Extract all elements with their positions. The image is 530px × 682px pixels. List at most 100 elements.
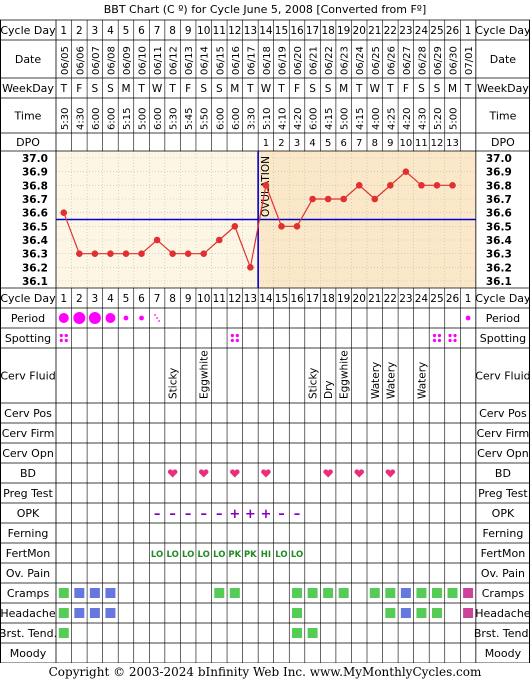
dpo-cell: 9 [387, 138, 393, 149]
weekday-cell: T [168, 83, 176, 95]
row-label-right-brst-tend: Brst. Tend. [474, 627, 530, 640]
weekday-cell: T [355, 83, 363, 95]
row-label-left-preg-test: Preg Test [3, 487, 53, 500]
temperature-point [169, 250, 176, 257]
date-cell: 06/12 [169, 46, 180, 75]
cerv-fluid-cell: Sticky [308, 368, 320, 399]
spotting-dot [448, 333, 452, 338]
row-label-right-dpo: DPO [491, 136, 515, 149]
weekday-cell: S [434, 83, 441, 95]
date-cell: 06/28 [417, 46, 428, 75]
temperature-point [355, 182, 363, 189]
temperature-point [247, 264, 254, 271]
date-cell: 06/15 [215, 46, 226, 75]
spotting-dot [64, 338, 68, 343]
cycle-day-cell: 3 [92, 25, 99, 37]
period-spot-dot [154, 314, 156, 316]
time-cell: 4:30 [417, 108, 428, 130]
time-cell: 6:00 [309, 108, 320, 130]
cycle-day-cell: 5 [123, 25, 130, 37]
time-cell: 5:15 [122, 108, 133, 130]
cycle-day-cell: 13 [244, 25, 257, 37]
y-tick-label-left: 36.3 [22, 249, 48, 261]
brst-tend-marker [292, 628, 303, 638]
spotting-dot [230, 338, 234, 343]
time-cell: 5:10 [262, 108, 273, 130]
temperature-point [215, 236, 223, 244]
time-cell: 4:00 [371, 108, 382, 130]
time-cell: 4:30 [75, 108, 86, 130]
time-cell: 5:00 [138, 108, 149, 130]
brst-tend-marker [307, 628, 318, 638]
brst-tend-marker [58, 628, 69, 638]
cycle-day-cell: 11 [213, 25, 226, 37]
time-cell: 6:00 [91, 108, 102, 130]
cycle-day-cell: 4 [107, 293, 114, 305]
weekday-cell: F [185, 83, 191, 95]
cycle-day-cell: 19 [337, 293, 350, 305]
period-dot [465, 315, 471, 321]
cycle-day-cell: 9 [185, 25, 192, 37]
row-label-right-ov-pain: Ov. Pain [481, 567, 525, 580]
date-cell: 06/11 [153, 46, 164, 75]
date-cell: 06/29 [433, 46, 444, 75]
temperature-point [76, 250, 83, 257]
date-cell: 06/17 [246, 46, 257, 75]
weekday-cell: F [294, 83, 300, 95]
bd-heart-icon [167, 469, 178, 478]
cramps-marker [416, 588, 427, 598]
row-label-right-cerv-opn: Cerv Opn [477, 447, 529, 460]
row-label-right-preg-test: Preg Test [478, 487, 528, 500]
fertmon-cell: HI [261, 550, 271, 560]
temperature-point [418, 182, 425, 189]
temperature-point [402, 168, 410, 175]
weekday-cell: S [107, 83, 114, 95]
temperature-point [231, 223, 239, 230]
weekday-cell: T [137, 83, 145, 95]
row-label-left-cycle-day: Cycle Day [0, 24, 56, 37]
cycle-day-cell: 25 [430, 293, 443, 305]
dpo-cell: 7 [356, 138, 362, 149]
cramps-marker [463, 588, 474, 598]
row-label-left-period: Period [11, 312, 45, 325]
cramps-marker [369, 588, 380, 598]
row-label-left-ferning: Ferning [8, 527, 49, 540]
bd-heart-icon [385, 469, 396, 478]
spotting-dot [437, 333, 442, 338]
weekday-cell: M [448, 83, 457, 95]
weekday-cell: W [370, 83, 381, 95]
fertmon-cell: LO [151, 550, 163, 560]
weekday-cell: S [418, 83, 425, 95]
period-dot [88, 312, 101, 324]
y-tick-label-right: 36.1 [486, 276, 512, 288]
bd-heart-icon [261, 469, 271, 478]
date-cell: 06/21 [309, 46, 320, 75]
time-cell: 4:15 [355, 108, 366, 130]
opk-cell: + [245, 507, 256, 522]
spotting-dot [453, 333, 457, 338]
temperature-point [324, 195, 332, 203]
cycle-day-cell: 15 [275, 25, 288, 37]
row-label-right-opk: OPK [492, 507, 515, 520]
cycle-day-cell: 26 [446, 25, 460, 37]
time-cell: 6:00 [153, 108, 164, 130]
cramps-marker [89, 588, 100, 598]
cycle-day-cell: 21 [368, 293, 381, 305]
y-tick-label-left: 36.9 [22, 167, 48, 179]
fertmon-cell: LO [182, 550, 194, 560]
temperature-point [449, 182, 456, 189]
cycle-day-cell: 26 [446, 293, 460, 305]
y-tick-label-left: 36.4 [22, 235, 48, 247]
dpo-cell: 8 [372, 138, 378, 149]
row-label-left-opk: OPK [17, 507, 40, 520]
date-cell: 06/19 [277, 46, 288, 75]
y-tick-label-right: 36.3 [486, 249, 512, 261]
dpo-cell: 5 [325, 138, 331, 149]
weekday-cell: S [92, 83, 99, 95]
row-label-left-cycle-day: Cycle Day [0, 292, 56, 305]
opk-cell: – [200, 507, 207, 522]
bbt-chart: Cycle Day Cycle Day Date Date WeekDay WeekDay… [0, 19, 530, 663]
cycle-day-cell: 24 [415, 25, 429, 37]
row-label-left-moody: Moody [10, 647, 47, 660]
time-cell: 5:20 [433, 108, 444, 130]
